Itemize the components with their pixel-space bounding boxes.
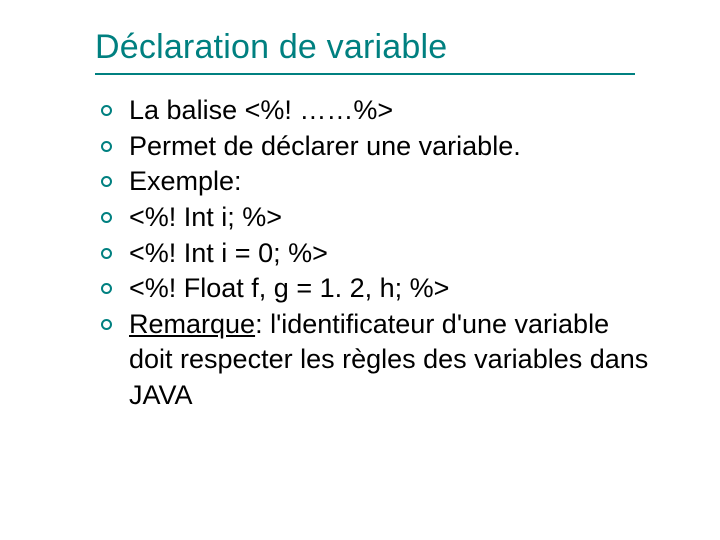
slide: Déclaration de variable La balise <%! ……… <box>0 0 720 540</box>
list-item-text: La balise <%! ……%> <box>129 95 393 125</box>
list-item: <%! Int i; %> <box>95 200 660 236</box>
list-item-text: <%! Float f, g = 1. 2, h; %> <box>129 273 449 303</box>
list-item-text: <%! Int i = 0; %> <box>129 238 328 268</box>
list-item-text: <%! Int i; %> <box>129 202 282 232</box>
title-underline-rule <box>95 73 635 75</box>
list-item: Permet de déclarer une variable. <box>95 129 660 165</box>
list-item: Remarque: l'identificateur d'une variabl… <box>95 307 660 414</box>
list-item-underlined: Remarque <box>129 309 255 339</box>
list-item: <%! Int i = 0; %> <box>95 236 660 272</box>
list-item: La balise <%! ……%> <box>95 93 660 129</box>
list-item-text: Exemple: <box>129 166 242 196</box>
list-item-text: Permet de déclarer une variable. <box>129 131 521 161</box>
bullet-list: La balise <%! ……%> Permet de déclarer un… <box>95 93 660 414</box>
slide-title: Déclaration de variable <box>95 28 660 67</box>
list-item: <%! Float f, g = 1. 2, h; %> <box>95 271 660 307</box>
list-item: Exemple: <box>95 164 660 200</box>
